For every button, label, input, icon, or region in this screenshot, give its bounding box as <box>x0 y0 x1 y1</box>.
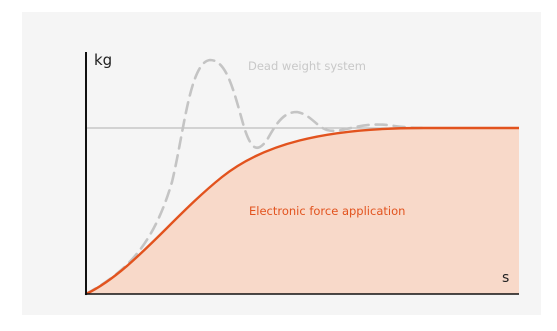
dead-weight-curve <box>84 58 424 296</box>
electronic-force-area <box>86 128 519 294</box>
force-comparison-diagram: kg s Dead weight system Electronic force… <box>84 51 519 296</box>
electronic-force-curve <box>85 126 519 296</box>
electronic-force-label: Electronic force application <box>249 204 405 218</box>
diagram-panel: kg s Dead weight system Electronic force… <box>22 12 541 315</box>
dead-weight-label: Dead weight system <box>248 59 366 73</box>
y-axis-unit-label: kg <box>94 51 112 69</box>
x-axis-unit-label: s <box>502 270 509 286</box>
